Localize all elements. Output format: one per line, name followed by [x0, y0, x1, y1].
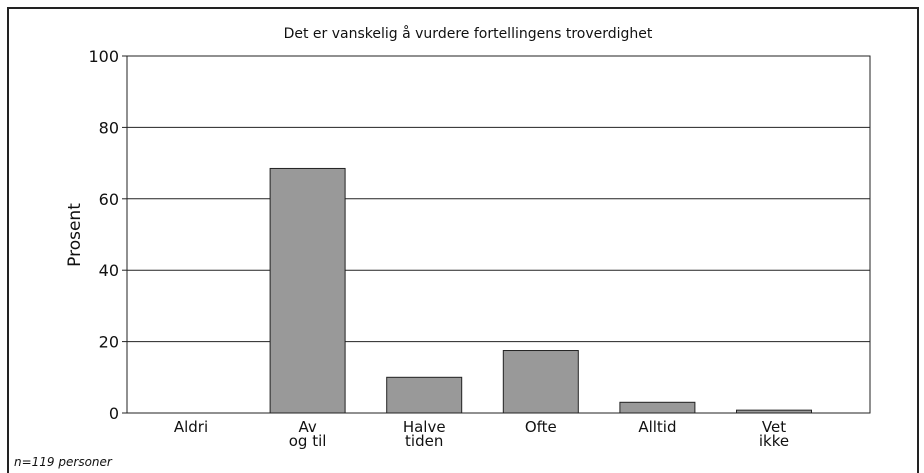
bar — [502, 350, 579, 414]
note: n=119 personer — [14, 455, 113, 469]
y-axis-label: Prosent — [65, 203, 85, 267]
bar — [619, 401, 696, 414]
x-tick-label-line: Av — [298, 418, 316, 436]
bar — [386, 376, 463, 414]
y-tick-label: 80 — [99, 118, 119, 137]
x-tick-label: Ofte — [525, 418, 557, 436]
x-tick-label-line: ikke — [759, 432, 789, 450]
x-tick-label-line: Ofte — [525, 418, 557, 436]
x-tick-label-line: Vet — [762, 418, 786, 436]
x-tick-label: Halve tiden — [403, 418, 446, 450]
x-tick-label-line: og til — [289, 432, 327, 450]
x-tick-label-line: Halve — [403, 418, 446, 436]
x-tick-label-line: tiden — [405, 432, 443, 450]
bar — [269, 167, 346, 414]
plot-border — [126, 55, 871, 414]
y-tick-label: 40 — [99, 261, 119, 280]
x-tick-label: Aldri — [174, 418, 208, 436]
y-tick-label: 100 — [88, 47, 119, 66]
bar — [736, 409, 812, 414]
y-tick-label: 60 — [99, 190, 119, 209]
x-tick-label: Vet ikke — [759, 418, 789, 450]
x-tick-label-line: Aldri — [174, 418, 208, 436]
chart-title: Det er vanskelig å vurdere fortellingens… — [284, 25, 653, 42]
x-tick-label: Alltid — [638, 418, 676, 436]
x-tick-label-line: Alltid — [638, 418, 676, 436]
y-tick-label: 20 — [99, 333, 119, 352]
x-tick-label: Av og til — [289, 418, 327, 450]
y-tick-label: 0 — [109, 404, 119, 423]
frame — [7, 7, 919, 473]
